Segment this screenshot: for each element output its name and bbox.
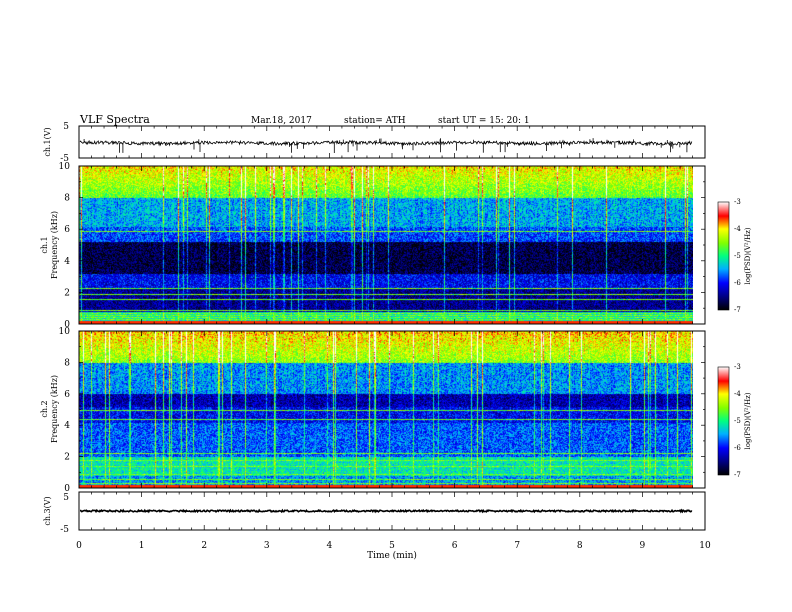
ch2-colorbar-tick-m5: -5 [734,417,741,425]
ch1-colorbar-tick-m7: -7 [734,306,741,314]
ch2-colorbar-tick-m4: -4 [734,390,741,398]
time-tick-marks [78,126,706,530]
ch2-colorbar-tick-m3: -3 [734,363,741,371]
xtick-2: 2 [201,541,207,551]
xtick-0: 0 [76,541,82,551]
ch1-waveform-panel: 5 -5 ch.1(V) [43,122,706,164]
xtick-3: 3 [264,541,270,551]
station-label: station= ATH [344,116,406,126]
ch2-spec-ytick-2: 2 [64,453,70,463]
x-axis-tick-labels: 0 1 2 3 4 5 6 7 8 9 10 [76,541,711,551]
ch2-spectrogram-heatmap [79,331,693,488]
ch1-spec-ytick-2: 2 [64,288,70,298]
ch1-spectrogram-yticks: 0 2 4 6 8 10 [59,162,705,330]
ch3-ytick-top: 5 [63,493,69,503]
ch2-colorbar-gradient [717,366,730,476]
ch1-spectrogram-ylabel-frequency: Frequency (kHz) [50,211,59,279]
xtick-1: 1 [139,541,145,551]
date-label: Mar.18, 2017 [251,116,312,126]
ch1-spec-ytick-10: 10 [59,162,71,172]
ch1-spectrogram-panel: 0 2 4 6 8 10 ch.1 Frequency (kHz) -3 -4 … [40,162,752,330]
ch3-ytick-bottom: -5 [60,525,69,535]
ch1-waveform-spikes [83,138,689,153]
ch2-spectrogram-panel: 0 2 4 6 8 10 ch.2 Frequency (kHz) -3 -4 … [40,327,752,494]
ch1-colorbar-tick-m5: -5 [734,252,741,260]
xtick-8: 8 [577,541,583,551]
ch2-spectrogram-ylabel-channel: ch.2 [40,400,49,417]
ch2-colorbar-label: log(PSD)(V²/Hz) [744,392,752,449]
ch2-colorbar-tick-m7: -7 [734,471,741,479]
xtick-4: 4 [327,541,333,551]
ch1-colorbar-gradient [717,201,730,311]
ch2-colorbar: -3 -4 -5 -6 -7 log(PSD)(V²/Hz) [717,363,752,479]
ch1-colorbar: -3 -4 -5 -6 -7 log(PSD)(V²/Hz) [717,198,752,314]
ch1-colorbar-tick-m6: -6 [734,279,741,287]
ch3-waveform-ylabel: ch.3(V) [43,496,52,525]
ch2-spec-ytick-10: 10 [59,327,71,337]
ch1-spec-ytick-4: 4 [64,257,70,267]
ch1-colorbar-label: log(PSD)(V²/Hz) [744,227,752,284]
xtick-6: 6 [452,541,458,551]
ch1-waveform-ylabel: ch.1(V) [43,127,52,156]
xtick-7: 7 [514,541,520,551]
ch1-spec-ytick-8: 8 [64,194,70,204]
xtick-10: 10 [699,541,711,551]
ch1-ytick-bottom: -5 [60,154,69,164]
ch2-spec-ytick-0: 0 [64,484,70,494]
x-axis-label: Time (min) [367,550,417,561]
ch2-spectrogram-ylabel-frequency: Frequency (kHz) [50,375,59,443]
ch1-spec-ytick-0: 0 [64,320,70,330]
ch2-colorbar-tick-m6: -6 [734,444,741,452]
ch1-colorbar-tick-m4: -4 [734,225,741,233]
ch2-spec-ytick-6: 6 [64,390,70,400]
ch2-spectrogram-yticks: 0 2 4 6 8 10 [59,327,705,494]
start-time-label: start UT = 15: 20: 1 [438,116,530,126]
ch3-waveform-panel: 5 -5 ch.3(V) [43,491,706,535]
ch1-spec-ytick-6: 6 [64,225,70,235]
ch1-spectrogram-ylabel-channel: ch.1 [40,236,49,253]
ch1-spectrogram-heatmap [79,166,693,324]
figure-title: VLF Spectra [79,113,150,126]
ch3-waveform-line [80,508,693,514]
ch1-ytick-top: 5 [63,122,69,132]
ch2-spec-ytick-4: 4 [64,421,70,431]
ch1-colorbar-tick-m3: -3 [734,198,741,206]
ch2-spec-ytick-8: 8 [64,358,70,368]
xtick-5: 5 [389,541,395,551]
xtick-9: 9 [640,541,646,551]
